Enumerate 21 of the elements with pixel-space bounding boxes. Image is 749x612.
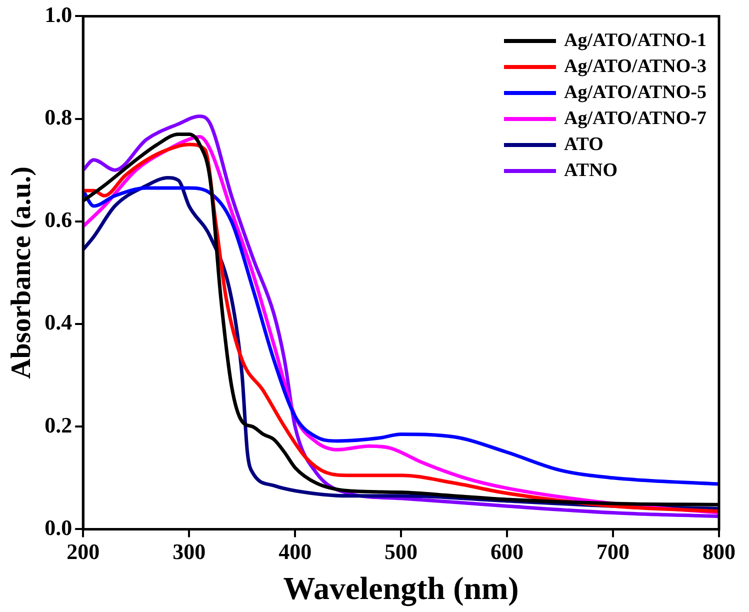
- x-tick-label: 200: [66, 539, 100, 564]
- x-tick-label: 300: [172, 539, 206, 564]
- legend-label: Ag/ATO/ATNO-5: [564, 81, 707, 106]
- legend-label: ATO: [564, 133, 604, 158]
- x-tick-label: 400: [278, 539, 312, 564]
- y-tick-label: 0.8: [44, 104, 72, 130]
- y-tick-label: 0.4: [44, 310, 72, 335]
- y-tick-label: 0.0: [44, 514, 72, 540]
- legend-label: Ag/ATO/ATNO-1: [564, 29, 707, 54]
- legend-label: Ag/ATO/ATNO-7: [564, 107, 707, 132]
- x-tick-label: 700: [596, 539, 630, 564]
- x-axis-title: Wavelength (nm): [283, 570, 519, 608]
- y-tick-label: 0.6: [44, 207, 72, 232]
- y-axis-title: Absorbance (a.u.): [6, 166, 38, 379]
- y-tick-label: 0.2: [44, 412, 72, 438]
- x-tick-label: 600: [490, 539, 524, 564]
- x-tick-label: 500: [384, 539, 418, 564]
- x-tick-label: 800: [702, 539, 736, 564]
- legend-label: ATNO: [564, 159, 618, 184]
- legend-label: Ag/ATO/ATNO-3: [564, 55, 707, 80]
- y-tick-label: 1.0: [44, 2, 72, 27]
